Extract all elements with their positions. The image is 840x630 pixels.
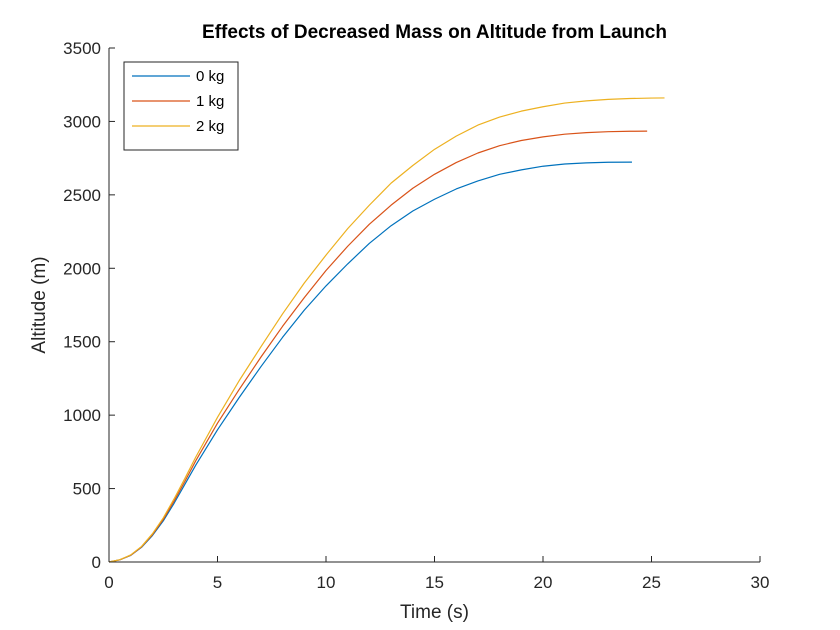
- x-tick-label: 0: [104, 573, 113, 592]
- x-tick-label: 5: [213, 573, 222, 592]
- ticks-layer: 0 5 10 15 20 25 30 0 500 1000 1500 2000 2500 3000 3500: [63, 39, 769, 592]
- y-tick-label: 3500: [63, 39, 101, 58]
- legend-label-1: 1 kg: [196, 93, 224, 110]
- series-line-2: [108, 97, 665, 563]
- x-tick-label: 10: [317, 573, 336, 592]
- legend: 0 kg 1 kg 2 kg: [123, 61, 239, 151]
- y-tick-label: 0: [92, 553, 101, 572]
- y-axis-label: Altitude (m): [29, 256, 50, 353]
- x-tick-label: 30: [751, 573, 770, 592]
- legend-label-2: 2 kg: [196, 118, 224, 135]
- x-tick-label: 20: [534, 573, 553, 592]
- series-line-1: [108, 130, 648, 563]
- y-tick-label: 1500: [63, 333, 101, 352]
- x-tick-label: 15: [425, 573, 444, 592]
- chart-title: Effects of Decreased Mass on Altitude fr…: [202, 22, 667, 43]
- series-layer: [108, 97, 665, 563]
- y-tick-label: 2500: [63, 186, 101, 205]
- y-tick-label: 1000: [63, 406, 101, 425]
- series-line-0: [108, 161, 632, 563]
- x-axis-label: Time (s): [400, 602, 469, 623]
- y-tick-label: 2000: [63, 259, 101, 278]
- legend-label-0: 0 kg: [196, 68, 224, 85]
- y-tick-label: 500: [73, 480, 101, 499]
- y-tick-label: 3000: [63, 112, 101, 131]
- legend-box: [123, 61, 239, 151]
- x-tick-label: 25: [642, 573, 661, 592]
